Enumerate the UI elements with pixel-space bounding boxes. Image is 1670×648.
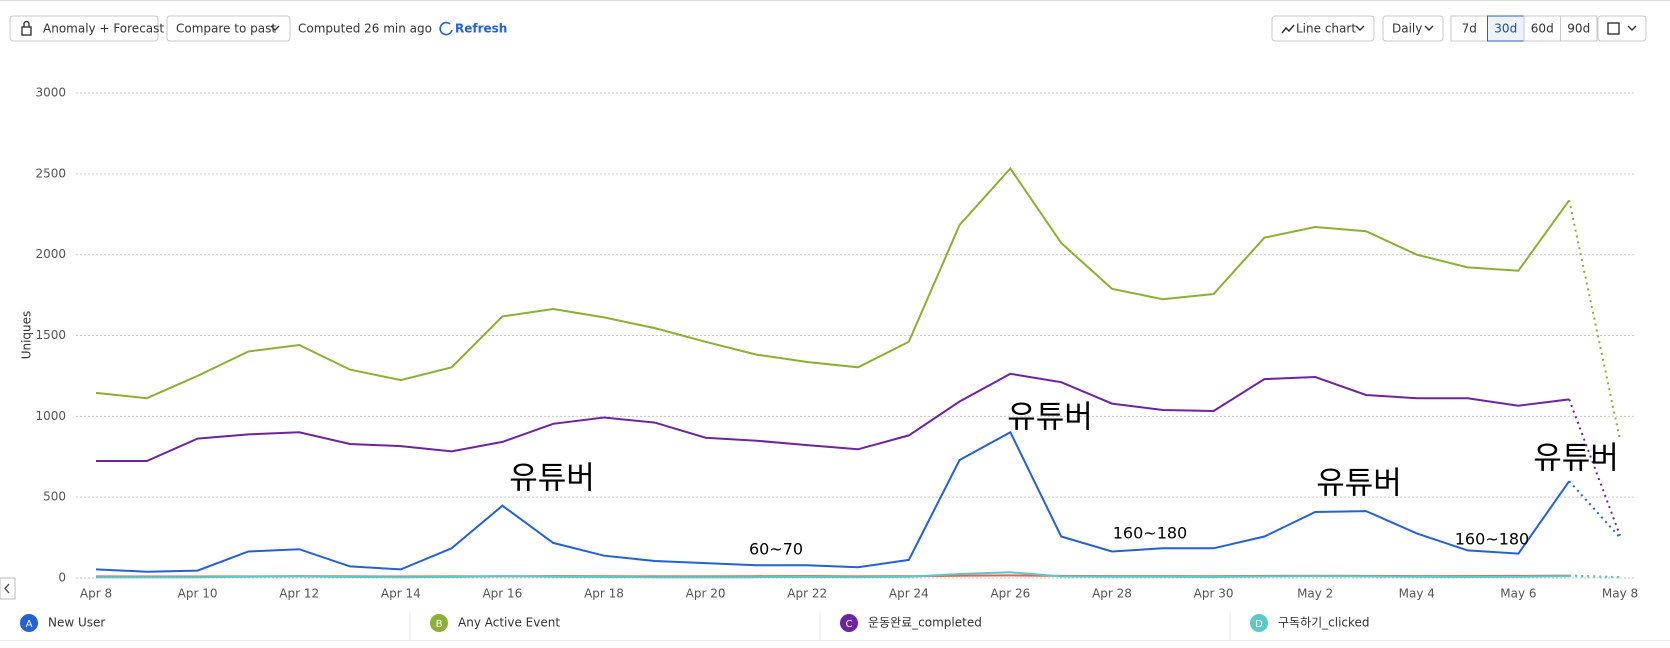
series-line — [95, 166, 1571, 400]
annotation: 유튜버 — [1007, 400, 1093, 436]
legend-letter: C — [846, 619, 853, 630]
x-tick-label: Apr 10 — [178, 587, 218, 601]
x-tick-label: May 6 — [1500, 587, 1536, 601]
y-tick-label: 3000 — [35, 86, 66, 100]
annotation: 유튜버 — [1316, 466, 1402, 502]
chart-type-button[interactable]: Line chart — [1271, 15, 1375, 42]
date-picker-button[interactable] — [1597, 15, 1647, 42]
range-button[interactable] — [1560, 15, 1598, 42]
x-tick-label: Apr 14 — [381, 587, 421, 601]
compare-label: Compare to past — [176, 22, 276, 36]
button-frame — [1597, 15, 1647, 42]
legend-name[interactable]: 운동완료_completed — [868, 616, 982, 630]
x-tick-label: Apr 18 — [584, 587, 624, 601]
annotation: 유튜버 — [509, 461, 595, 497]
calendar-icon — [1607, 22, 1620, 35]
mode-button[interactable]: Anomaly + Forecast — [9, 15, 164, 42]
legend-swatch — [840, 614, 858, 632]
lock-icon — [23, 20, 30, 27]
x-tick-label: Apr 24 — [889, 587, 929, 601]
x-tick-label: May 4 — [1399, 587, 1435, 601]
refresh-icon — [439, 21, 453, 36]
range-label: 7d — [1462, 22, 1477, 36]
compare-button[interactable]: Compare to past — [166, 15, 291, 42]
y-tick-label: 2500 — [35, 166, 66, 180]
annotation: 유튜버 — [1533, 441, 1619, 477]
x-tick-label: May 2 — [1297, 587, 1333, 601]
annotation: 160~180 — [1113, 524, 1187, 543]
x-tick-label: Apr 16 — [482, 587, 522, 601]
forecast-line — [1568, 480, 1621, 539]
x-tick-label: Apr 12 — [279, 587, 319, 601]
chevron — [1627, 25, 1637, 31]
range-button[interactable] — [1487, 15, 1525, 42]
series-line — [96, 372, 1570, 462]
refresh-label: Refresh — [455, 22, 507, 36]
legend-name[interactable]: 구독하기_clicked — [1278, 616, 1370, 630]
y-tick-label: 1000 — [35, 409, 66, 423]
chevron — [1355, 25, 1365, 31]
legend-letter: A — [26, 619, 33, 630]
forecast-line — [1568, 399, 1621, 536]
y-tick-label: 2000 — [35, 247, 66, 261]
series-line — [95, 430, 1571, 573]
y-axis-label: Uniques — [20, 311, 34, 360]
forecast-line — [1569, 575, 1621, 579]
refresh-button[interactable]: Refresh — [439, 21, 507, 36]
interval-button[interactable]: Daily — [1382, 15, 1444, 42]
legend-swatch — [20, 614, 38, 632]
button-frame — [1382, 15, 1444, 42]
legend-name[interactable]: Any Active Event — [458, 616, 560, 630]
lock-icon — [21, 26, 32, 36]
x-tick-label: Apr 20 — [686, 587, 726, 601]
button-frame — [1271, 15, 1375, 42]
button-frame — [166, 15, 291, 42]
x-tick-label: Apr 26 — [990, 587, 1030, 601]
x-tick-label: Apr 22 — [787, 587, 827, 601]
forecast-line — [1568, 200, 1621, 440]
chevron — [1424, 25, 1434, 31]
mode-label: Anomaly + Forecast — [43, 22, 164, 36]
annotation: 60~70 — [749, 540, 803, 559]
legend-swatch — [1250, 614, 1268, 632]
collapse-button[interactable] — [0, 577, 16, 600]
series-line — [96, 571, 1570, 579]
range-button[interactable] — [1523, 15, 1561, 42]
range-label: 30d — [1494, 22, 1517, 36]
x-tick-label: Apr 28 — [1092, 587, 1132, 601]
button-frame — [9, 15, 159, 42]
line-icon — [1281, 24, 1295, 34]
interval-label: Daily — [1392, 22, 1422, 36]
chevron — [4, 583, 10, 594]
y-tick-label: 0 — [58, 571, 66, 585]
range-group: 7d 30d 60d 90d — [1450, 15, 1598, 42]
x-tick-label: Apr 30 — [1194, 587, 1234, 601]
y-tick-label: 500 — [43, 490, 66, 504]
y-tick-label: 1500 — [35, 328, 66, 342]
range-label: 90d — [1567, 22, 1590, 36]
legend-letter: D — [1255, 619, 1263, 630]
x-tick-label: May 8 — [1602, 587, 1638, 601]
annotation: 160~180 — [1455, 530, 1529, 549]
chart-type-label: Line chart — [1296, 22, 1356, 36]
legend-name[interactable]: New User — [48, 616, 105, 630]
x-tick-label: Apr 8 — [80, 587, 112, 601]
legend-letter: B — [436, 619, 443, 630]
legend-swatch — [430, 614, 448, 632]
computed-text: Computed 26 min ago — [298, 22, 432, 36]
range-label: 60d — [1531, 22, 1554, 36]
chevron — [270, 25, 280, 31]
legend-bar — [0, 610, 1670, 648]
